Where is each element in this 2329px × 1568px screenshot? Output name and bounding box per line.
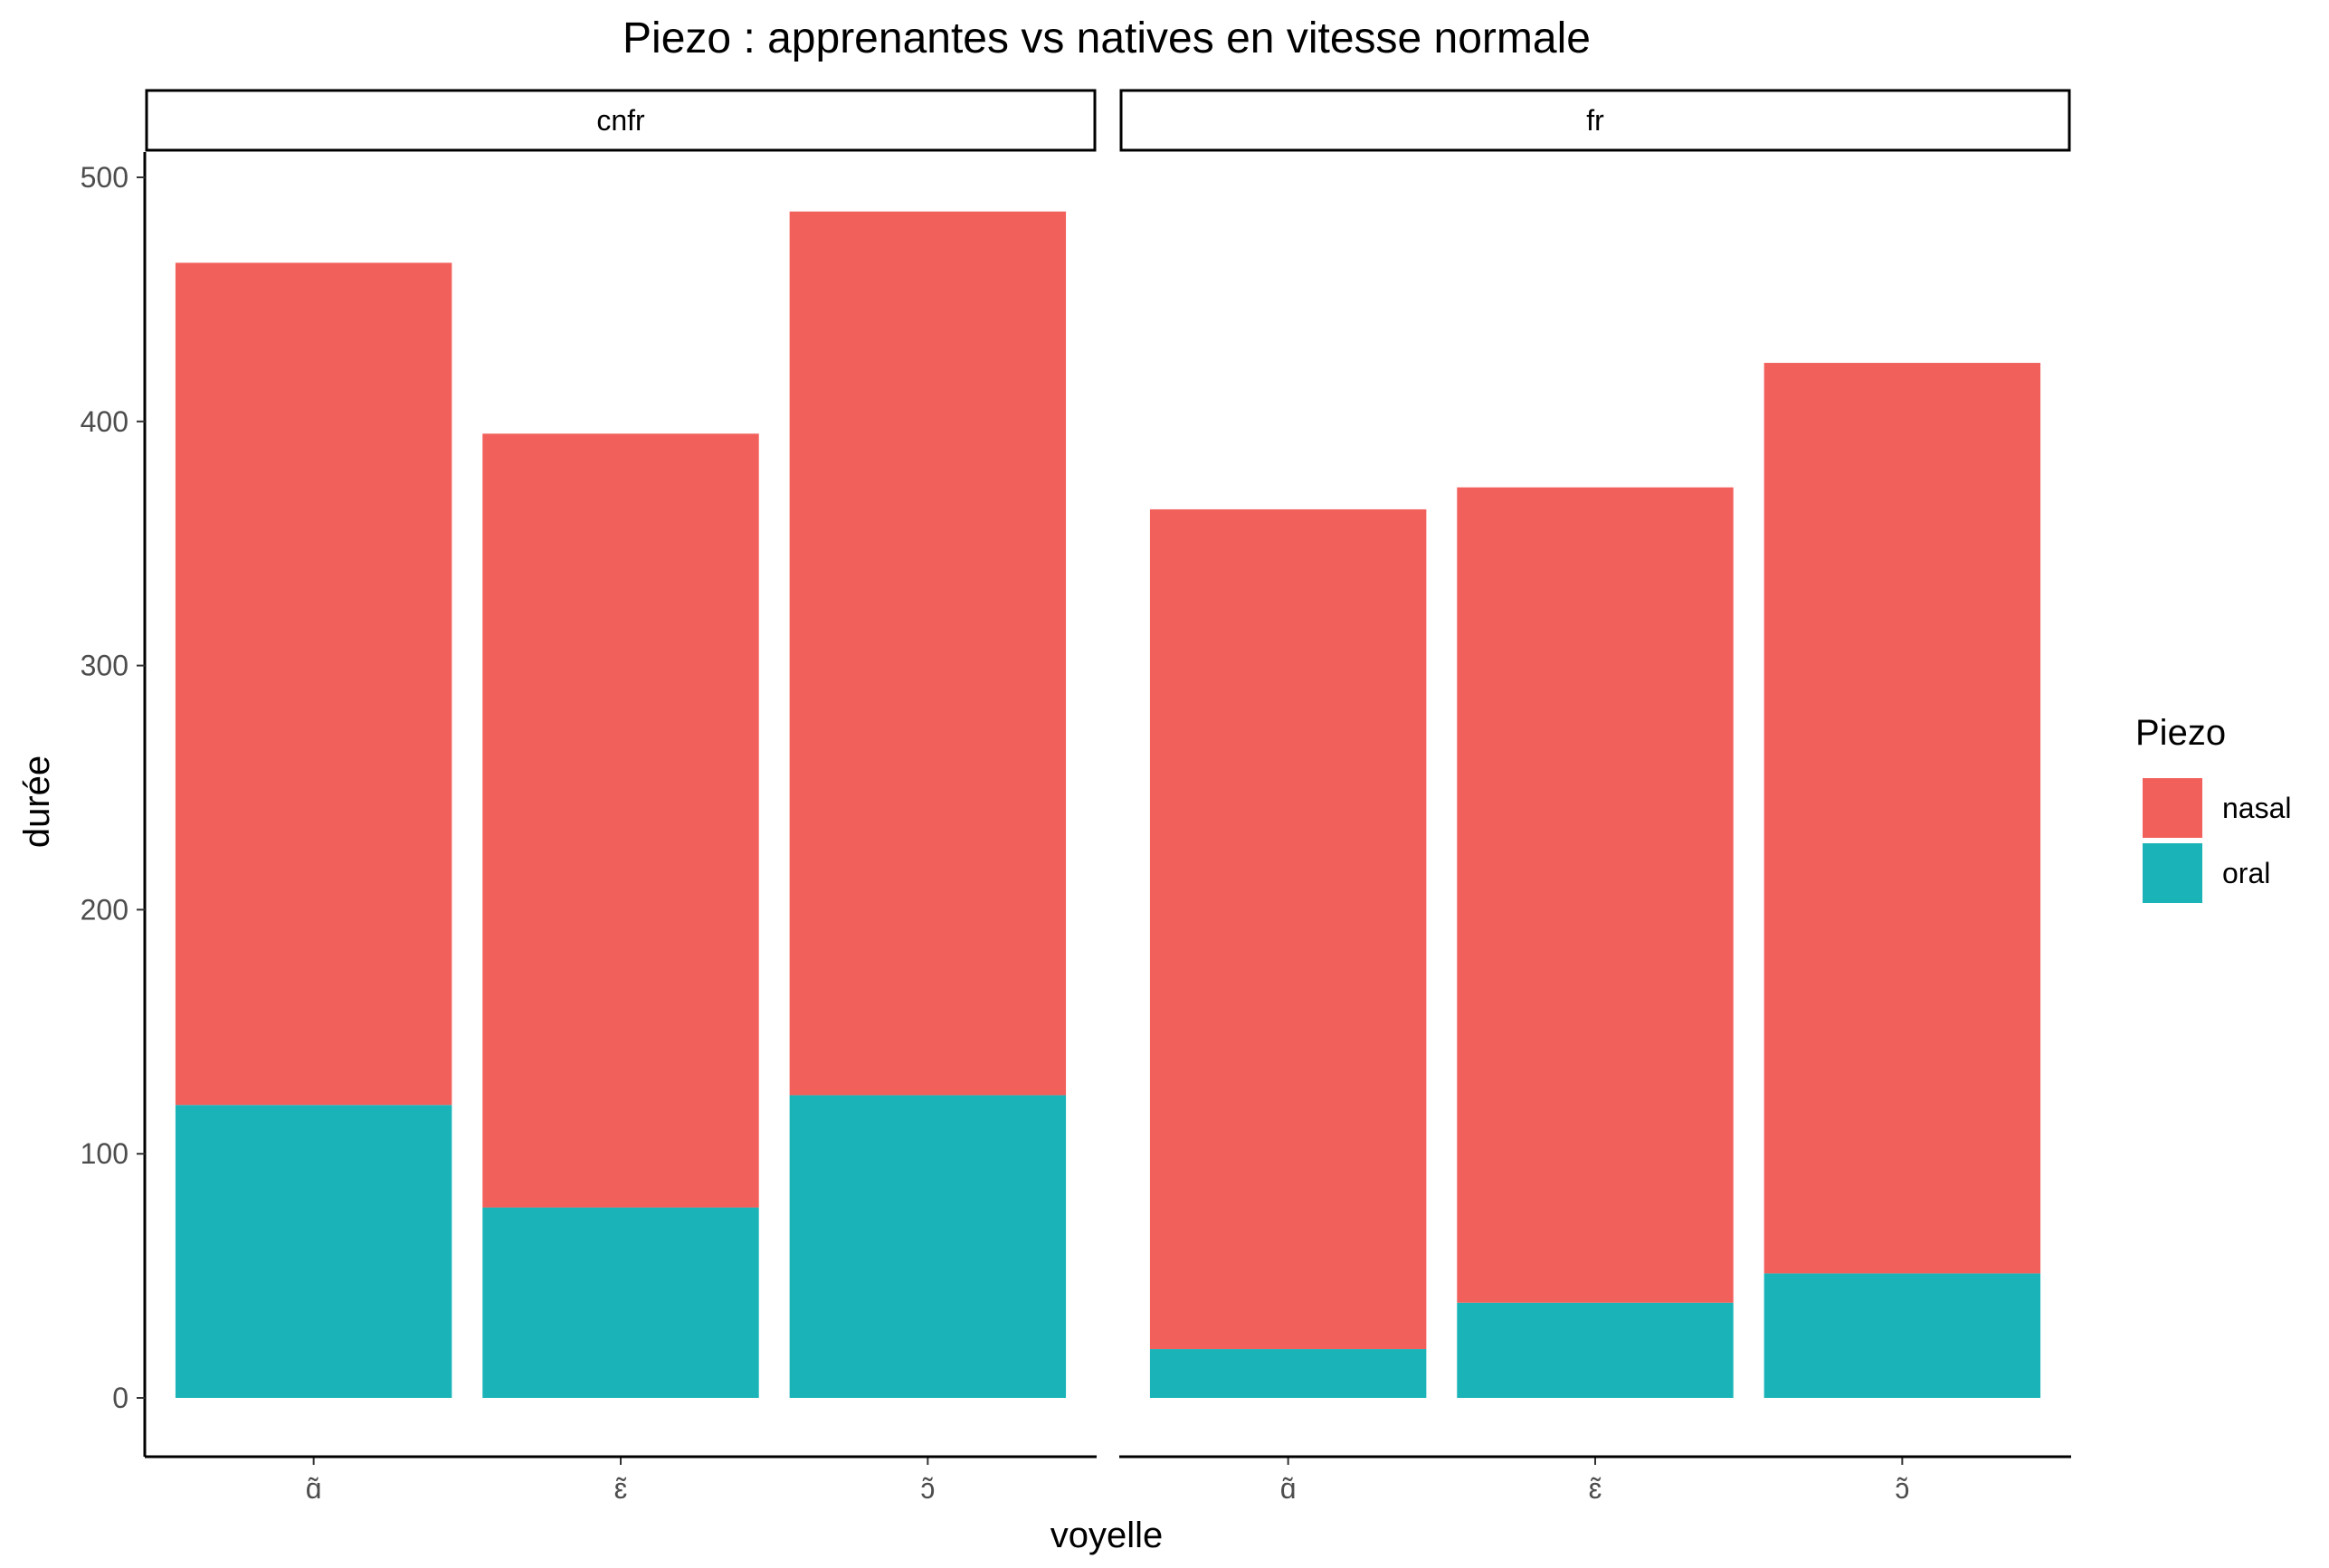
facet-strip-label: fr: [1586, 104, 1604, 137]
x-tick-label: ɑ̃: [1280, 1472, 1297, 1505]
bar-fr-oral-3: [1763, 1273, 2041, 1398]
bar-cnfr-oral-2: [482, 1207, 759, 1398]
facet-panel-cnfr: cnfr ɑ̃ ɛ̃ ɔ̃ 0 100 200 300 400 500: [81, 89, 1097, 1505]
legend-label: oral: [2222, 857, 2270, 889]
bar-fr-oral-1: [1149, 1349, 1427, 1398]
x-tick-label: ɛ̃: [614, 1472, 628, 1505]
legend-key-nasal: [2143, 778, 2202, 838]
legend: Piezo nasal oral: [2135, 713, 2292, 903]
bar-fr-oral-2: [1457, 1302, 1734, 1398]
bar-cnfr-oral-3: [789, 1095, 1067, 1398]
facet-strip: [145, 89, 1097, 152]
x-axis-title: voyelle: [1050, 1516, 1164, 1555]
x-tick-label: ɛ̃: [1589, 1472, 1602, 1505]
y-tick-label: 400: [81, 405, 128, 438]
facet-strip-label: cnfr: [596, 104, 645, 137]
bar-cnfr-nasal-1: [175, 262, 452, 1106]
bar-cnfr-nasal-2: [482, 433, 759, 1208]
bar-fr-nasal-3: [1763, 363, 2041, 1274]
legend-title: Piezo: [2135, 713, 2226, 753]
y-tick-label: 500: [81, 161, 128, 194]
x-tick-label: ɔ̃: [920, 1472, 935, 1505]
bar-fr-nasal-1: [1149, 508, 1427, 1350]
bar-fr-nasal-2: [1457, 487, 1734, 1303]
facet-panel-fr: fr ɑ̃ ɛ̃ ɔ̃: [1119, 89, 2071, 1505]
legend-key-oral: [2143, 843, 2202, 903]
facet-strip: [1119, 89, 2071, 152]
legend-items: nasal oral: [2143, 778, 2292, 903]
x-tick-label: ɔ̃: [1895, 1472, 1909, 1505]
y-tick-label: 200: [81, 893, 128, 926]
chart-title: Piezo : apprenantes vs natives en vitess…: [623, 14, 1591, 62]
facets: cnfr ɑ̃ ɛ̃ ɔ̃ 0 100 200 300 400 500 fr ɑ̃ ɛ̃ ɔ̃: [81, 89, 2071, 1505]
y-axis-title: durée: [17, 755, 57, 848]
y-tick-label: 0: [112, 1382, 128, 1414]
x-tick-label: ɑ̃: [306, 1472, 322, 1505]
bar-cnfr-oral-1: [175, 1105, 452, 1398]
legend-label: nasal: [2222, 792, 2292, 824]
y-tick-label: 300: [81, 650, 128, 682]
y-tick-label: 100: [81, 1137, 128, 1170]
bar-cnfr-nasal-3: [789, 211, 1067, 1096]
